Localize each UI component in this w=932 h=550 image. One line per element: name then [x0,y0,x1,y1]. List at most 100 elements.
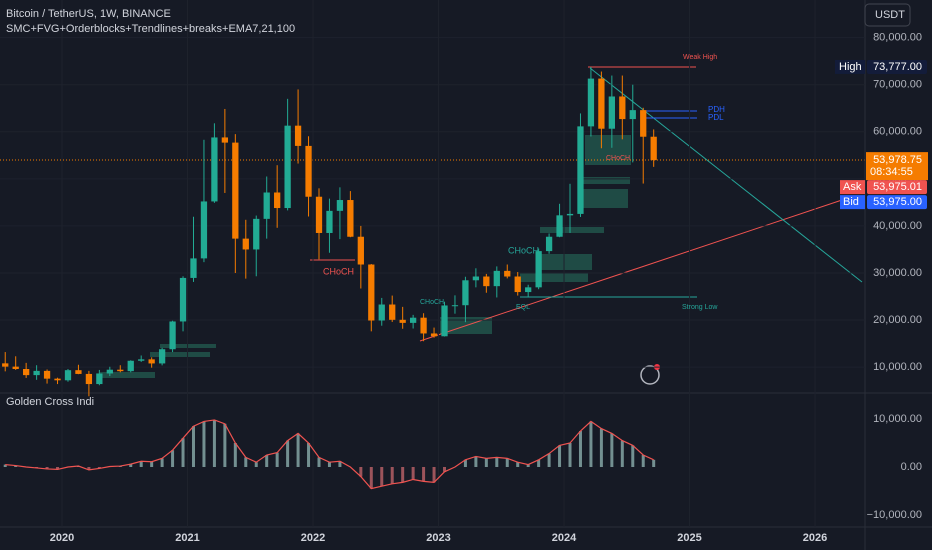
osc-bar [505,458,509,467]
osc-bar [275,452,279,467]
osc-bar [317,457,321,467]
order-block [150,352,210,357]
osc-bar [45,467,49,469]
bid-tag-bg [867,195,927,210]
candle-body [650,136,657,161]
candle-body [85,373,93,385]
x-tick-label: 2021 [175,532,199,544]
annotation: PDL [708,113,724,122]
osc-bar [244,457,248,467]
y-tick-label: 10,000.00 [873,361,922,373]
annotation: CHoCH [508,245,539,255]
osc-bar [359,467,363,477]
last-price: 53,978.75 [873,154,922,166]
osc-bar [369,467,373,489]
candle-body [389,304,396,320]
trendline [419,199,843,342]
high-tag-bg [867,59,927,74]
y-tick-label: 10,000.00 [873,413,922,425]
order-block [520,273,588,282]
last-price-bg [866,152,928,181]
osc-bar [432,467,436,483]
candle-body [399,319,406,323]
ask-name-bg [840,180,865,195]
osc-bar [474,456,478,467]
candle-body [598,78,605,129]
candle-body [619,96,626,120]
candle-body [493,270,500,287]
bid-tag: 53,975.00 [873,196,922,208]
osc-bar [641,455,645,467]
candle-body [462,280,469,306]
candle-body [294,125,302,146]
currency-button[interactable] [864,3,911,27]
osc-bar [14,465,18,467]
osc-bar [443,467,447,472]
candle-body [211,137,218,202]
high-name: High [839,61,862,73]
candle-body [232,142,239,239]
candle-body [54,378,61,381]
candle-body [472,276,480,281]
osc-bar [139,461,143,467]
osc-bar [495,457,499,467]
osc-bar [87,467,91,470]
bid-name-bg [840,195,865,210]
candle-body [284,125,291,209]
candle-body [409,317,417,323]
osc-bar [558,445,562,467]
candle-body [305,145,312,197]
candle-body [587,78,595,127]
candle-body [12,366,19,369]
x-tick-label: 2022 [301,532,325,544]
candle-body [200,201,208,259]
ask-name: Ask [843,181,862,193]
osc-bar [181,438,185,467]
osc-bar [171,450,175,467]
osc-bar [191,426,195,467]
candle-body [357,236,364,265]
candle-body [514,276,521,293]
candle-body [179,277,187,322]
replay-icon[interactable] [640,365,660,385]
osc-bar [296,433,300,467]
x-tick-label: 2024 [552,532,577,544]
high-tag: 73,777.00 [873,61,922,73]
candle-body [190,258,197,278]
candle-body [138,359,145,361]
osc-bar [599,428,603,467]
annotation: PDH [708,105,725,114]
ask-tag-bg [867,180,927,195]
candle-body [75,370,82,374]
countdown: 08:34:55 [870,166,913,178]
osc-bar [254,462,258,467]
osc-bar [516,462,520,467]
order-block [100,372,155,378]
candle-body [315,196,323,233]
candle-body [23,368,30,376]
order-block [585,135,631,165]
candle-body [347,200,354,237]
currency[interactable]: USDT [875,9,905,21]
x-tick-label: 2023 [426,532,450,544]
annotation: CHoCH [323,266,354,276]
indicator-title: Golden Cross Indi [6,396,94,408]
y-tick-label: 60,000.00 [873,126,922,138]
candle-body [629,110,636,120]
order-block [580,177,630,184]
y-tick-label: −10,000.00 [867,509,922,521]
osc-bar [652,459,656,467]
order-block [540,227,604,233]
candle-body [117,369,124,372]
osc-bar [463,459,467,467]
x-tick-label: 2025 [677,532,701,544]
candle-body [242,238,249,250]
x-tick-label: 2026 [803,532,827,544]
candle-body [608,96,615,129]
order-block [540,254,592,270]
trendline [589,67,863,283]
